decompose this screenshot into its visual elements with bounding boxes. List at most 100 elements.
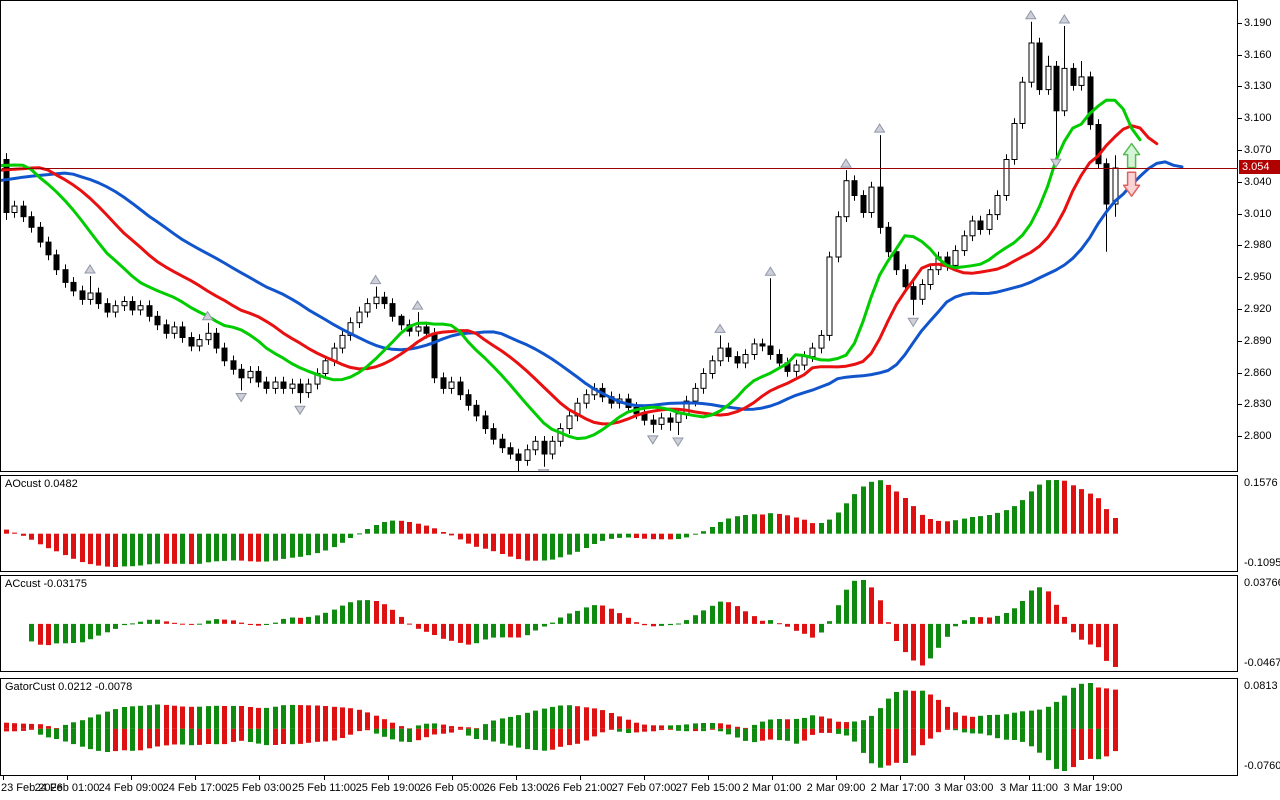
alligator-lips-line [1,98,1142,441]
histogram-bar-up [197,533,202,564]
histogram-bar-up [794,728,799,744]
histogram-bar-down [432,623,437,635]
histogram-bar-down [869,587,874,624]
histogram-bar-up [995,512,1000,534]
window-separator[interactable] [0,572,1238,575]
candle-bearish [910,286,917,300]
histogram-bar-up [827,519,832,534]
histogram-bar-up [88,623,93,640]
histogram-bar-down [231,728,236,742]
histogram-bar-up [483,728,488,740]
histogram-bar-down [315,705,320,729]
main-price-chart[interactable] [0,0,1238,472]
histogram-bar-up [147,705,152,729]
time-tick-label: 2 Mar 17:00 [870,782,930,794]
histogram-bar-up [567,533,572,555]
histogram-bar-down [575,706,580,729]
histogram-bar-up [693,723,698,729]
ac-axis-min-label: -0.04671 [1244,657,1280,669]
histogram-bar-up [1012,608,1017,624]
histogram-bar-up [206,706,211,729]
price-tick-label: 2.830 [1244,398,1272,410]
histogram-bar-down [936,699,941,729]
ac-axis-max-label: 0.03766 [1244,577,1280,589]
candle-bullish [137,305,144,311]
histogram-bar-down [374,601,379,624]
candle-bearish [767,345,774,355]
histogram-bar-up [735,728,740,738]
histogram-bar-up [659,623,664,626]
price-tick [1238,309,1242,310]
histogram-bar-up [693,615,698,624]
window-separator[interactable] [0,672,1238,678]
histogram-bar-down [819,716,824,729]
histogram-bar-down [827,718,832,729]
histogram-bar-up [382,522,387,534]
histogram-bar-up [878,728,883,768]
histogram-bar-down [399,520,404,534]
ao-axis-max-label: 0.1576 [1244,477,1278,489]
candle-bearish [1087,76,1094,126]
histogram-bar-up [626,728,631,733]
price-axis[interactable]: 3.054 0.1576 -0.1095 0.03766 -0.04671 0.… [1238,0,1280,776]
candle-bullish [415,326,422,332]
histogram-bar-down [886,622,891,624]
histogram-bar-down [836,721,841,729]
histogram-bar-up [827,621,832,624]
candle-bearish [1103,163,1110,205]
histogram-bar-down [357,709,362,729]
time-axis[interactable]: 23 Feb 2026 24 Feb 01:00 24 Feb 09:00 24 Fe… [0,776,1280,800]
histogram-bar-down [222,728,227,745]
candle-bullish [289,383,296,389]
histogram-bar-up [684,724,689,729]
histogram-bar-up [701,610,706,624]
candle-bullish [1011,123,1018,160]
price-tick-label: 3.100 [1244,112,1272,124]
histogram-bar-up [88,728,93,750]
histogram-bar-up [819,623,824,633]
histogram-bar-up [38,728,43,735]
price-tick-label: 3.010 [1244,208,1272,220]
histogram-bar-up [508,716,513,729]
candle-bullish [986,214,993,230]
histogram-bar-down [726,602,731,624]
time-tick [900,776,901,780]
histogram-bar-up [105,728,110,752]
histogram-bar-up [1054,728,1059,769]
histogram-bar-up [978,728,983,734]
histogram-bar-down [248,707,253,729]
histogram-bar-up [138,533,143,566]
histogram-bar-up [96,623,101,636]
candle-bearish [146,305,153,317]
histogram-bar-up [365,600,370,624]
time-tick [772,776,773,780]
histogram-bar-down [1096,687,1101,729]
price-tick-label: 2.890 [1244,335,1272,347]
histogram-bar-down [38,623,43,645]
histogram-bar-down [617,716,622,729]
histogram-bar-down [399,616,404,624]
histogram-bar-down [609,728,614,730]
ac-indicator-window[interactable]: ACcust -0.03175 [0,575,1238,672]
histogram-bar-down [945,521,950,534]
candle-bearish [759,343,766,347]
histogram-bar-down [659,725,664,729]
time-tick-label: 23 Feb 2026 [1,782,63,794]
candle-bearish [725,347,732,358]
price-tick [1238,436,1242,437]
histogram-bar-up [357,533,362,535]
ao-indicator-window[interactable]: AOcust 0.0482 [0,475,1238,572]
histogram-bar-down [449,623,454,641]
candle-bullish [658,417,665,425]
window-separator[interactable] [0,472,1238,475]
candle-bullish [961,235,968,252]
histogram-bar-up [894,692,899,729]
gator-indicator-window[interactable]: GatorCust 0.0212 -0.0078 [0,678,1238,776]
histogram-bar-down [458,728,463,730]
histogram-bar-down [231,620,236,624]
fractal-down-icon [1050,158,1062,169]
histogram-bar-up [197,623,202,625]
candle-bullish [994,195,1001,216]
histogram-bar-down [155,728,160,747]
histogram-bar-up [1088,683,1093,729]
